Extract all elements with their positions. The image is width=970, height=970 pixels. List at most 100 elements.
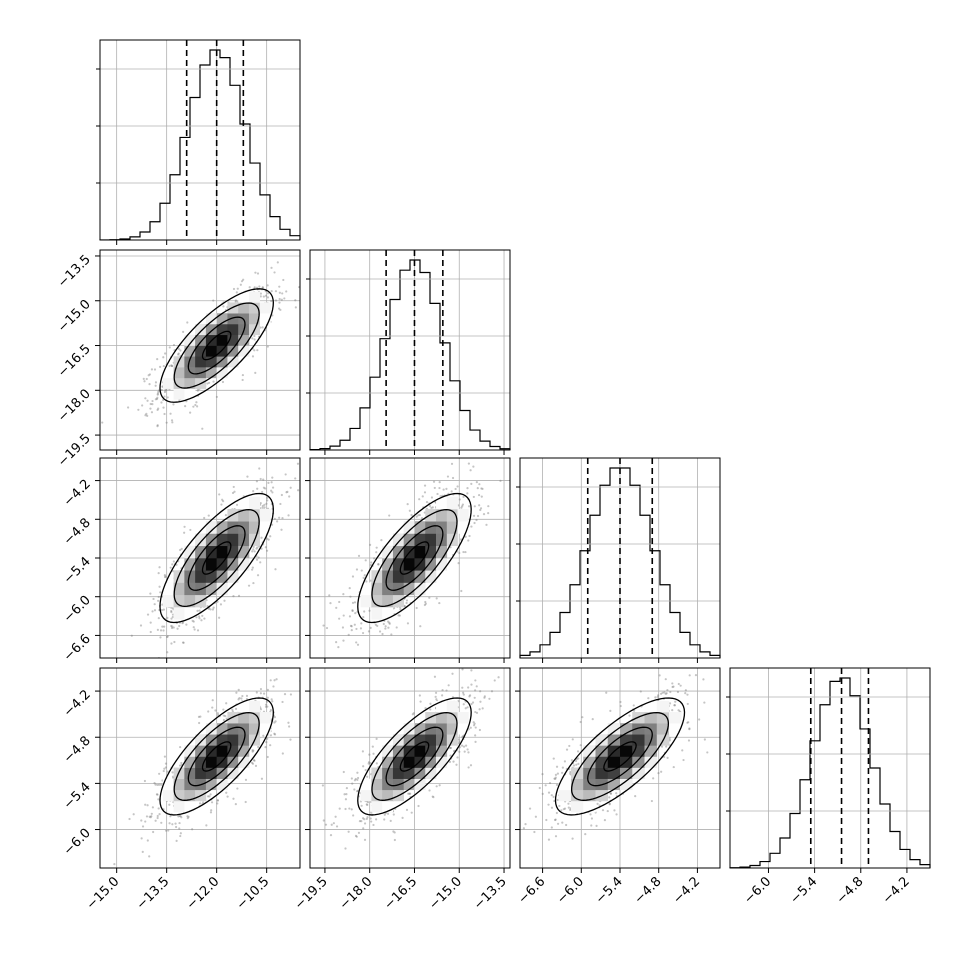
density-cell [403,767,415,779]
sample-point [342,639,345,642]
sample-point [577,757,580,760]
sample-point [258,285,261,288]
sample-point [212,299,215,302]
sample-point [234,803,237,806]
sample-point [454,487,457,491]
sample-point [342,593,345,596]
sample-point [162,629,165,632]
density-cell [238,756,250,768]
sample-point [270,698,273,701]
sample-point [432,796,435,799]
sample-point [364,768,367,772]
sample-point [438,481,441,484]
sample-point [417,804,420,808]
sample-point [668,702,672,705]
sample-point [301,255,303,257]
sample-point [276,261,279,264]
sample-point [130,634,133,637]
sample-point [301,283,303,285]
x-tick-label: −18.0 [337,874,376,913]
sample-point [253,338,256,341]
sample-point [472,724,476,727]
sample-point [156,814,159,818]
sample-point [556,822,560,825]
sample-point [681,749,684,752]
density-cell [425,558,437,571]
sample-point [145,412,148,415]
sample-point [262,692,266,695]
sample-point [146,839,149,842]
sample-point [567,802,570,805]
sample-point [214,709,217,712]
sample-point [421,495,424,498]
sample-point [388,514,391,517]
sample-point [207,710,210,713]
sample-point [388,621,391,624]
sample-point [145,815,149,818]
sample-point [603,819,607,822]
sample-point [384,627,387,630]
x-tick-label: −16.5 [382,874,421,913]
sample-point [208,381,211,384]
sample-point [143,779,147,783]
density-cell [558,778,572,791]
sample-point [433,486,436,490]
y-tick-label: −15.0 [55,297,94,336]
sample-point [356,771,359,774]
sample-point [260,536,263,539]
sample-point [329,834,333,837]
sample-point [380,539,383,542]
sample-point [470,482,473,485]
sample-point [555,783,559,786]
x-tick-label: −6.6 [515,874,548,907]
sample-point [694,663,696,665]
sample-point [360,804,363,807]
sample-point [142,377,145,381]
sample-point [589,813,592,816]
sample-point [294,477,297,480]
sample-point [350,808,353,811]
sample-point [162,769,165,773]
density-cell [436,545,448,559]
sample-point [369,563,372,567]
density-cell [669,712,682,724]
sample-point [264,746,267,749]
sample-point [169,566,172,569]
sample-point [155,397,159,401]
sample-point [241,694,244,698]
sample-point [256,546,259,549]
density-cell [382,558,394,571]
sample-point [467,766,470,769]
sample-point [472,514,476,517]
sample-point [306,470,308,472]
sample-point [181,641,185,644]
sample-point [237,698,240,701]
density-cell [216,734,228,746]
density-cell [184,334,196,346]
sample-point [552,757,555,760]
sample-point [180,816,183,819]
sample-point [254,764,258,767]
sample-point [201,614,204,617]
sample-point [569,772,572,775]
sample-point [458,750,461,753]
density-cell [392,734,405,746]
sample-point [261,506,264,509]
sample-point [234,707,238,710]
sample-point [664,692,667,695]
sample-point [172,343,176,347]
sample-point [657,694,660,697]
sample-point [464,550,467,554]
sample-point [266,499,269,502]
sample-point [367,762,370,765]
sample-point [647,697,650,700]
sample-point [153,368,157,371]
sample-point [344,847,347,850]
sample-point [480,495,483,498]
sample-point [706,751,709,754]
sample-point [493,679,496,682]
sample-point [156,793,159,796]
sample-point [241,378,244,382]
sample-point [381,632,384,636]
density-cell [620,767,633,779]
